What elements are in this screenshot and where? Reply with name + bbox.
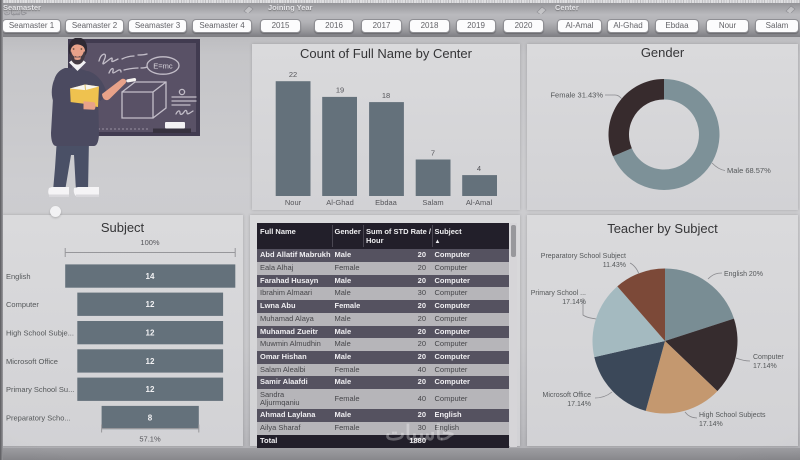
svg-text:19: 19: [336, 86, 344, 95]
svg-text:8: 8: [148, 414, 153, 423]
svg-text:12: 12: [146, 300, 155, 309]
svg-text:7: 7: [431, 149, 435, 158]
svg-text:E=mc: E=mc: [153, 62, 173, 71]
svg-text:Nour: Nour: [285, 198, 302, 207]
svg-text:Ebdaa: Ebdaa: [375, 198, 398, 207]
svg-text:Microsoft Office: Microsoft Office: [6, 357, 58, 366]
svg-text:12: 12: [146, 329, 155, 338]
svg-text:22: 22: [289, 70, 297, 79]
svg-text:Preparatory Scho...: Preparatory Scho...: [6, 414, 71, 423]
svg-text:12: 12: [146, 385, 155, 394]
svg-text:18: 18: [382, 91, 390, 100]
svg-text:Al-Ghad: Al-Ghad: [326, 198, 354, 207]
svg-text:Computer: Computer: [6, 300, 39, 309]
svg-text:Primary School ...: Primary School ...: [531, 290, 586, 297]
svg-text:Microsoft Office: Microsoft Office: [543, 392, 592, 399]
svg-text:11.43%: 11.43%: [603, 262, 626, 269]
svg-text:High School Subjects: High School Subjects: [699, 412, 766, 419]
svg-text:English: English: [6, 272, 31, 281]
svg-text:17.14%: 17.14%: [562, 299, 586, 306]
svg-text:57.1%: 57.1%: [139, 435, 161, 444]
svg-text:English 20%: English 20%: [724, 271, 763, 278]
svg-text:Computer: Computer: [753, 354, 784, 361]
svg-text:17.14%: 17.14%: [753, 363, 777, 370]
svg-text:Primary School Su...: Primary School Su...: [6, 385, 74, 394]
svg-text:12: 12: [146, 357, 155, 366]
svg-text:Preparatory School Subject: Preparatory School Subject: [541, 253, 626, 260]
svg-text:Salam: Salam: [422, 198, 443, 207]
svg-text:Female 31.43%: Female 31.43%: [550, 91, 603, 100]
svg-text:Male 68.57%: Male 68.57%: [727, 166, 771, 175]
svg-text:High School Subje...: High School Subje...: [6, 329, 74, 338]
svg-text:17.14%: 17.14%: [699, 421, 723, 428]
svg-text:4: 4: [477, 164, 481, 173]
svg-text:17.14%: 17.14%: [567, 401, 591, 408]
svg-text:100%: 100%: [140, 238, 160, 247]
svg-text:14: 14: [146, 272, 155, 281]
svg-text:Al-Amal: Al-Amal: [466, 198, 493, 207]
